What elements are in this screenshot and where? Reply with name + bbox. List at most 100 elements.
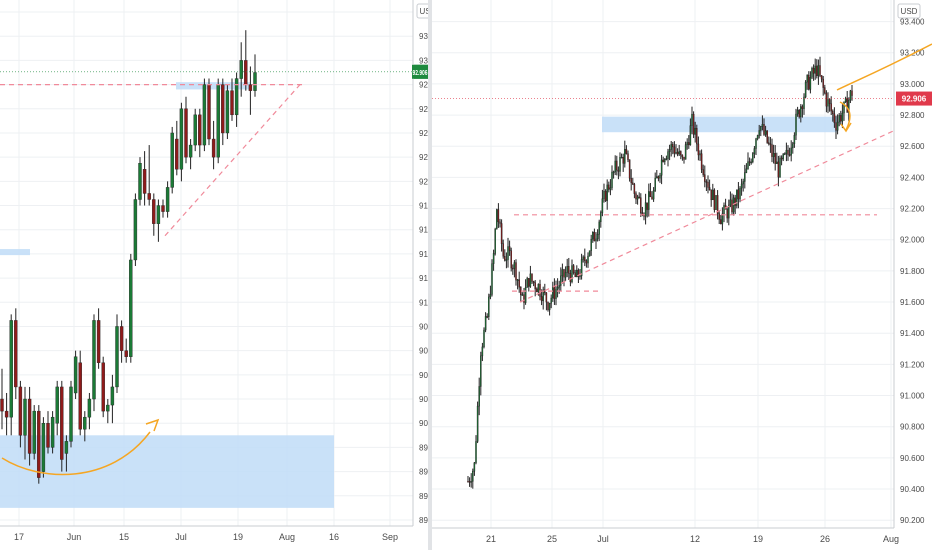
candle-body [475,441,477,463]
price-tick-label: 93.200 [419,32,428,41]
candle-body [776,161,778,164]
candle-body [545,292,548,303]
candle-body [712,189,714,201]
candle-body [537,283,540,293]
price-tick-label: 89.800 [419,443,428,452]
candle-body [497,209,500,223]
candle-body [248,84,253,91]
candle-body [587,255,589,264]
candle-body [792,143,794,149]
price-tick-label: 90.400 [900,485,925,494]
support-zone [176,82,250,90]
candle-body [561,269,564,277]
candle-body [156,205,161,224]
time-tick-label: Aug [279,532,295,542]
bearish-arrow-head [840,122,852,133]
candle-body [758,130,760,136]
candle-body [780,157,783,160]
price-tick-label: 91.000 [419,298,428,307]
candle-body [478,386,480,407]
candle-body [820,75,823,80]
candle-body [715,195,717,210]
candle-body [64,441,69,454]
candle-body [723,205,725,215]
candle-body [657,176,660,179]
price-tick-label: 93.000 [419,56,428,65]
candle-body [798,109,800,118]
candle-body [188,144,193,158]
candle-body [728,204,730,219]
candle-body [202,84,207,146]
candle-body [548,302,551,311]
candle-body [515,262,517,281]
candle-body [790,147,792,156]
pane-divider[interactable] [428,0,432,550]
candle-body [582,256,584,260]
candle-body [817,65,820,77]
candle-body [825,92,828,107]
candle-body [161,205,165,212]
price-tick-label: 92.000 [900,236,925,245]
candle-body [577,269,580,278]
candle-body [832,110,834,115]
candle-body [564,272,567,278]
candle-body [225,90,230,134]
candle-body [165,187,170,212]
candle-body [742,181,744,185]
candle-body [801,106,804,109]
candle-body [133,199,138,261]
candle-body [496,209,498,230]
candle-body [508,246,511,251]
candle-body [221,84,225,134]
candle-body [492,253,495,264]
candle-body [694,128,696,135]
candle-body [481,346,484,357]
candle-body [630,178,632,184]
candle-body [784,153,786,155]
candle-body [766,130,768,143]
candle-body [688,142,690,146]
candle-body [684,144,687,160]
candle-body [619,157,621,172]
candle-body [603,190,605,199]
candle-body [590,238,592,251]
support-zone [0,249,30,256]
candle-body [737,189,740,200]
candle-body [662,159,664,162]
support-zone [0,435,334,508]
candle-body [147,193,151,200]
candle-body [731,199,733,213]
time-tick-label: 17 [14,532,24,542]
candle-body [844,98,847,103]
candle-body [617,169,620,172]
candle-body [830,103,832,112]
candle-body [740,183,743,189]
time-tick-label: 12 [690,534,700,544]
candle-body [680,151,682,156]
candle-body [119,326,124,351]
price-tick-label: 93.000 [900,80,925,89]
candle-body [726,209,728,219]
candle-body [700,153,703,170]
candle-body [787,149,789,155]
candle-body [604,190,607,201]
candle-body [643,215,645,217]
price-tick-label: 91.600 [900,298,925,307]
candle-body [760,126,762,131]
candle-body [472,471,474,482]
right-chart[interactable]: 93.40093.20093.00092.80092.60092.40092.2… [432,0,932,550]
candle-body [628,159,631,179]
candle-body [696,128,698,145]
candle-body [563,269,565,278]
candle-body [729,199,732,206]
left-chart[interactable]: 93.40093.20093.00092.80092.60092.40092.2… [0,0,428,550]
candle-body [491,263,493,295]
candle-body [609,187,612,190]
candle-body [138,163,142,200]
price-tick-label: 90.600 [900,454,925,463]
candle-body [625,149,628,154]
time-tick-label: Sep [382,532,398,542]
candle-body [60,386,64,460]
candle-body [32,410,36,454]
